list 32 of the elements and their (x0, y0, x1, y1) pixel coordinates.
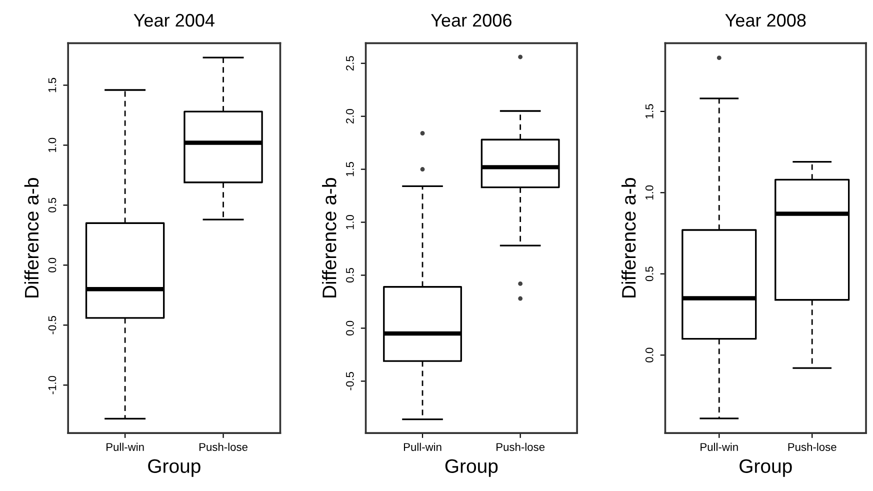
chart-title: Year 2006 (430, 14, 512, 27)
x-tick-label: Pull-win (700, 442, 738, 451)
y-tick-label: -1.0 (48, 376, 56, 394)
y-axis-title: Difference a-b (24, 178, 39, 298)
x-tick-label: Pull-win (404, 442, 442, 451)
x-tick-label: Push-lose (788, 442, 836, 451)
y-tick-label: 2.5 (346, 56, 354, 70)
y-axis-title: Difference a-b (621, 178, 636, 298)
y-tick-label: 1.5 (346, 162, 354, 176)
y-tick-label: 0.5 (645, 266, 654, 282)
y-tick-label: -0.5 (346, 372, 354, 390)
chart-title: Year 2008 (725, 14, 806, 27)
x-axis-title: Group (740, 459, 792, 477)
y-tick-label: 1.5 (646, 104, 654, 118)
y-tick-label: 0.5 (346, 268, 354, 282)
y-tick-label: 1.0 (48, 138, 56, 152)
chart-title: Year 2004 (134, 14, 214, 27)
x-tick-label: Push-lose (199, 442, 248, 451)
y-axis-title: Difference a-b (322, 178, 336, 298)
x-tick-label: Push-lose (496, 442, 545, 451)
y-tick-label: 0.5 (48, 198, 56, 212)
x-tick-label: Pull-win (106, 442, 144, 451)
y-tick-label: 0.0 (48, 258, 56, 272)
y-tick-label: 0.0 (346, 320, 354, 336)
x-axis-title: Group (445, 459, 498, 477)
y-tick-label: 0.0 (645, 348, 654, 362)
y-tick-label: 2.0 (346, 109, 354, 124)
y-tick-label: 1.0 (645, 185, 654, 200)
x-axis-title: Group (148, 459, 200, 477)
y-tick-label: -0.5 (48, 316, 56, 334)
y-tick-label: 1.5 (48, 78, 56, 92)
y-tick-label: 1.0 (346, 214, 354, 230)
